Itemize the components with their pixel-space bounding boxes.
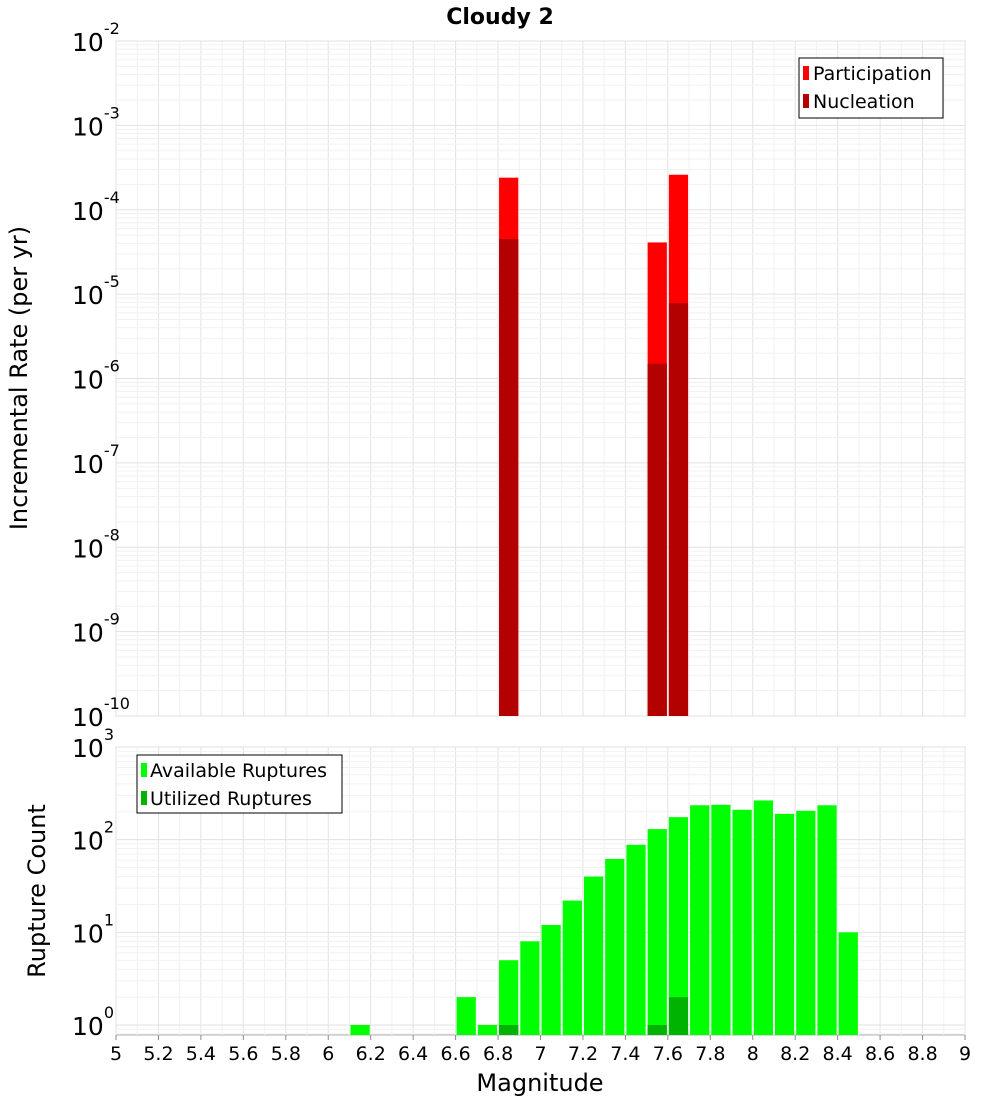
x-tick-label: 5.6 <box>228 1043 258 1065</box>
available-ruptures-bar <box>753 800 773 1035</box>
y-tick-label: 10-8 <box>72 525 120 563</box>
x-tick-label: 5.4 <box>186 1043 216 1065</box>
y-tick-label: 10-7 <box>72 441 120 479</box>
nucleation-legend-label: Nucleation <box>813 91 915 113</box>
x-tick-label: 7.8 <box>695 1043 725 1065</box>
rate-legend: Participation Nucleation <box>798 57 944 119</box>
available-legend-swatch <box>141 763 147 777</box>
count-x-ticks: 5 5.2 5.4 5.6 5.8 6 6.2 6.4 6.6 6.8 7 7.2 7.4 7.6 7.8 8… <box>110 1035 971 1065</box>
x-tick-label: 6 <box>322 1043 334 1065</box>
available-ruptures-bar <box>626 844 646 1035</box>
available-ruptures-bar <box>774 813 795 1035</box>
available-ruptures-bar <box>541 924 561 1035</box>
available-ruptures-bar <box>838 932 858 1035</box>
x-tick-label: 6.6 <box>440 1043 470 1065</box>
count-bars <box>350 800 858 1035</box>
y-tick-label: 10-9 <box>72 610 120 648</box>
utilized-legend-swatch <box>141 791 147 805</box>
available-ruptures-bar <box>350 1025 370 1035</box>
x-tick-label: 8.8 <box>907 1043 937 1065</box>
y-tick-label: 10-3 <box>72 103 120 141</box>
available-ruptures-bar <box>499 960 519 1035</box>
y-tick-label: 10-6 <box>72 357 120 395</box>
participation-legend-label: Participation <box>813 63 932 85</box>
available-legend-label: Available Ruptures <box>150 760 327 782</box>
y-tick-label: 10-5 <box>72 272 120 310</box>
x-tick-label: 8.4 <box>823 1043 853 1065</box>
available-ruptures-bar <box>668 817 689 1035</box>
available-ruptures-bar <box>583 876 604 1035</box>
rate-legend-box <box>798 57 944 119</box>
available-ruptures-bar <box>711 804 731 1035</box>
count-y-axis-label: Rupture Count <box>23 804 51 978</box>
rate-y-axis-label: Incremental Rate (per yr) <box>5 226 33 530</box>
available-ruptures-bar <box>562 900 582 1035</box>
x-tick-label: 7 <box>534 1043 546 1065</box>
count-legend-box <box>136 754 343 814</box>
rate-grid <box>115 40 966 717</box>
available-ruptures-bar <box>605 858 625 1035</box>
x-tick-label: 7.4 <box>610 1043 640 1065</box>
utilized-ruptures-bar <box>647 1025 667 1035</box>
x-tick-label: 5.2 <box>143 1043 173 1065</box>
available-ruptures-bar <box>796 810 816 1035</box>
y-tick-label: 102 <box>72 818 114 856</box>
x-tick-label: 7.2 <box>568 1043 598 1065</box>
y-tick-label: 100 <box>72 1003 114 1041</box>
participation-legend-swatch <box>803 66 809 80</box>
count-legend: Available Ruptures Utilized Ruptures <box>136 754 343 814</box>
x-tick-label: 6.4 <box>398 1043 428 1065</box>
x-tick-label: 7.6 <box>653 1043 683 1065</box>
y-tick-label: 10-4 <box>72 188 120 226</box>
x-tick-label: 8.6 <box>865 1043 895 1065</box>
x-tick-label: 6.8 <box>483 1043 513 1065</box>
x-tick-label: 5 <box>110 1043 122 1065</box>
utilized-legend-label: Utilized Ruptures <box>150 788 312 810</box>
x-tick-label: 8.2 <box>780 1043 810 1065</box>
nucleation-bar <box>668 303 689 716</box>
y-tick-label: 101 <box>72 910 114 948</box>
available-ruptures-bar <box>732 809 752 1035</box>
x-tick-label: 9 <box>959 1043 971 1065</box>
x-tick-label: 6.2 <box>356 1043 386 1065</box>
available-ruptures-bar <box>456 997 476 1035</box>
available-ruptures-bar <box>690 805 710 1035</box>
y-tick-label: 10-2 <box>72 19 120 57</box>
chart-title: Cloudy 2 <box>446 5 554 30</box>
utilized-ruptures-bar <box>668 997 689 1035</box>
nucleation-bar <box>647 363 667 716</box>
utilized-ruptures-bar <box>499 1025 519 1035</box>
available-ruptures-bar <box>647 829 667 1035</box>
rate-bars <box>499 174 689 716</box>
available-ruptures-bar <box>520 941 540 1035</box>
x-tick-label: 5.8 <box>271 1043 301 1065</box>
x-tick-label: 8 <box>747 1043 759 1065</box>
nucleation-bar <box>499 239 519 716</box>
x-axis-label: Magnitude <box>476 1069 603 1097</box>
available-ruptures-bar <box>477 1025 498 1035</box>
nucleation-legend-swatch <box>803 94 809 108</box>
available-ruptures-bar <box>817 805 837 1035</box>
